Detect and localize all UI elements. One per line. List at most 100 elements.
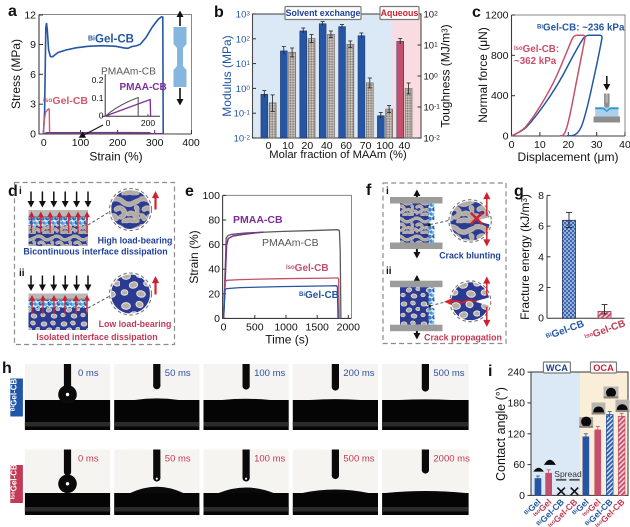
svg-text:40: 40 — [321, 140, 333, 152]
svg-text:800: 800 — [491, 50, 509, 62]
svg-text:IsoGel-CB:: IsoGel-CB: — [514, 44, 559, 55]
svg-text:h: h — [2, 360, 12, 377]
svg-text:0.2: 0.2 — [92, 75, 104, 85]
svg-text:40: 40 — [208, 264, 220, 276]
svg-text:OCA: OCA — [593, 363, 614, 373]
svg-text:20: 20 — [208, 288, 220, 300]
svg-text:300: 300 — [146, 137, 164, 149]
svg-text:0: 0 — [538, 313, 544, 325]
svg-text:100: 100 — [202, 190, 220, 202]
svg-text:101: 101 — [236, 59, 251, 70]
svg-text:BiGel-CB: BiGel-CB — [545, 319, 586, 343]
svg-text:~362 kPa: ~362 kPa — [514, 56, 557, 67]
svg-text:a: a — [8, 3, 17, 20]
svg-text:Spread: Spread — [554, 469, 582, 479]
svg-text:103: 103 — [236, 10, 251, 21]
svg-text:10-1: 10-1 — [424, 103, 441, 114]
svg-text:50 ms: 50 ms — [165, 454, 191, 465]
svg-text:180: 180 — [507, 397, 525, 409]
svg-text:30: 30 — [591, 139, 603, 151]
svg-text:80: 80 — [208, 215, 220, 227]
svg-text:0: 0 — [214, 313, 220, 325]
svg-text:IsoGel-CB: IsoGel-CB — [43, 95, 88, 107]
svg-text:Aqueous: Aqueous — [381, 8, 419, 18]
svg-text:100 ms: 100 ms — [254, 368, 285, 379]
svg-text:ii: ii — [19, 268, 25, 279]
svg-text:60: 60 — [340, 140, 352, 152]
svg-text:Fracture energy (kJ/m3): Fracture energy (kJ/m3) — [518, 194, 532, 320]
svg-text:Crack blunting: Crack blunting — [439, 251, 501, 261]
svg-text:8: 8 — [538, 190, 544, 202]
svg-text:1500: 1500 — [306, 321, 330, 333]
svg-text:0 ms: 0 ms — [78, 368, 99, 379]
svg-text:10-2: 10-2 — [234, 134, 251, 145]
svg-text:BiGel-CB: BiGel-CB — [299, 290, 339, 301]
svg-text:0.1: 0.1 — [92, 93, 104, 103]
svg-text:f: f — [366, 182, 372, 199]
svg-text:120: 120 — [507, 428, 525, 440]
svg-text:Stress (MPa): Stress (MPa) — [9, 39, 23, 109]
svg-text:10: 10 — [282, 140, 294, 152]
svg-text:Toughness (MJ/m3): Toughness (MJ/m3) — [439, 24, 453, 127]
svg-text:60: 60 — [513, 459, 525, 471]
svg-text:b: b — [214, 4, 224, 21]
svg-text:2000 ms: 2000 ms — [433, 454, 470, 465]
svg-text:Contact angle (°): Contact angle (°) — [494, 387, 508, 481]
svg-text:500 ms: 500 ms — [433, 368, 464, 379]
svg-text:0: 0 — [99, 111, 104, 121]
svg-text:Displacement (μm): Displacement (μm) — [518, 150, 619, 164]
svg-text:10-1: 10-1 — [234, 109, 251, 120]
svg-text:PMAA-CB: PMAA-CB — [233, 214, 283, 226]
svg-text:4: 4 — [538, 251, 544, 263]
svg-text:IsoGel-CB: IsoGel-CB — [286, 263, 329, 274]
svg-text:BiGel-CB: BiGel-CB — [88, 34, 134, 46]
svg-text:Crack propagation: Crack propagation — [424, 333, 502, 343]
svg-text:100: 100 — [424, 72, 439, 83]
svg-text:2: 2 — [538, 282, 544, 294]
svg-text:102: 102 — [424, 10, 439, 21]
svg-text:500: 500 — [246, 321, 264, 333]
svg-text:10: 10 — [534, 139, 546, 151]
svg-text:40: 40 — [399, 140, 411, 152]
svg-text:BiGel-CB: ~236 kPa: BiGel-CB: ~236 kPa — [537, 23, 625, 34]
svg-text:6: 6 — [30, 69, 36, 81]
svg-text:Bicontinuous interface dissipa: Bicontinuous interface dissipation — [23, 247, 167, 257]
svg-text:Low load-bearing: Low load-bearing — [99, 319, 172, 329]
svg-text:Modulus (MPa): Modulus (MPa) — [220, 35, 234, 116]
svg-text:200: 200 — [141, 118, 155, 128]
svg-text:WCA: WCA — [546, 363, 568, 373]
svg-text:1200: 1200 — [485, 10, 509, 22]
svg-text:i: i — [488, 363, 492, 380]
svg-text:100 ms: 100 ms — [254, 454, 285, 465]
svg-text:60: 60 — [208, 239, 220, 251]
svg-text:0: 0 — [519, 490, 525, 502]
svg-text:100: 100 — [376, 140, 394, 152]
svg-text:0: 0 — [106, 118, 111, 128]
svg-text:High load-bearing: High load-bearing — [98, 236, 173, 246]
svg-text:102: 102 — [236, 34, 251, 45]
svg-text:101: 101 — [424, 41, 439, 52]
svg-text:70: 70 — [360, 140, 372, 152]
svg-text:Strain (%): Strain (%) — [89, 150, 142, 164]
svg-text:0: 0 — [30, 129, 36, 141]
svg-text:Molar fraction of MAAm (%): Molar fraction of MAAm (%) — [269, 149, 407, 161]
svg-text:400: 400 — [182, 137, 200, 149]
svg-text:0: 0 — [509, 139, 515, 151]
svg-text:12: 12 — [24, 10, 36, 22]
svg-text:0: 0 — [266, 140, 272, 152]
svg-text:d: d — [8, 183, 18, 200]
svg-text:BiGel-CB: BiGel-CB — [10, 378, 19, 411]
svg-text:500 ms: 500 ms — [343, 454, 374, 465]
svg-text:0: 0 — [221, 321, 227, 333]
svg-text:c: c — [472, 4, 481, 21]
svg-text:Isolated interface dissipation: Isolated interface dissipation — [36, 332, 157, 342]
svg-text:IsoGel-CB: IsoGel-CB — [583, 318, 627, 343]
svg-text:0 ms: 0 ms — [78, 454, 99, 465]
svg-text:100: 100 — [236, 84, 251, 95]
svg-text:i: i — [19, 186, 22, 197]
svg-text:g: g — [514, 183, 524, 200]
svg-text:6: 6 — [538, 221, 544, 233]
svg-text:Normal force (μN): Normal force (μN) — [476, 27, 490, 123]
svg-text:PMAAm-CB: PMAAm-CB — [262, 237, 319, 249]
svg-text:2000: 2000 — [337, 321, 361, 333]
